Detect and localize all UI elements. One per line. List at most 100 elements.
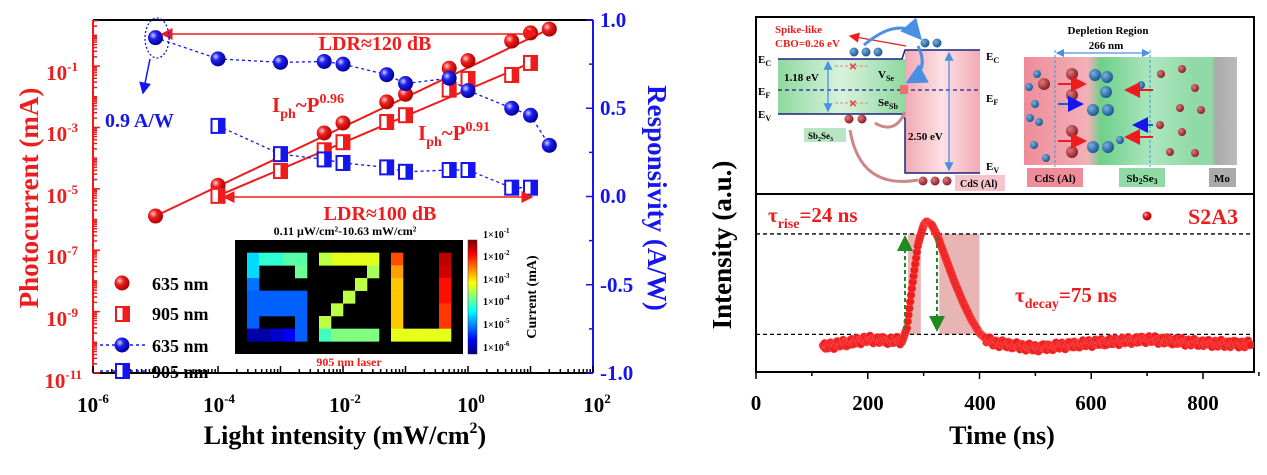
square-fill	[405, 108, 412, 123]
heatmap-cell	[355, 252, 368, 266]
data-point-half-square	[335, 134, 351, 151]
heatmap-cell	[367, 328, 380, 342]
data-point-circle	[441, 70, 457, 86]
electron-dot	[1116, 136, 1124, 144]
square-fill	[530, 180, 537, 195]
electron-dot	[1026, 114, 1034, 122]
heatmap-cell	[295, 316, 308, 329]
hole-dot	[1191, 149, 1199, 157]
data-point-circle	[541, 137, 557, 153]
square-fill	[449, 82, 456, 97]
electron-dot	[1100, 86, 1112, 98]
heatmap-cell	[391, 316, 404, 329]
x-tick-label: 800	[1187, 391, 1219, 415]
square-fill	[530, 55, 537, 70]
colorbar-tick-label: 1×10-1	[483, 227, 510, 241]
electrons	[849, 38, 942, 57]
y-right-axis-title: Responsivity (A/W)	[642, 85, 672, 311]
heatmap-cell	[391, 252, 404, 266]
spike-label: Spike-like	[775, 24, 822, 36]
cds-label: CdS (Al)	[960, 179, 998, 190]
legend-label: S2A3	[1188, 204, 1238, 229]
legend: 635 nm 905 nm 635 nm 905 nm	[100, 274, 209, 382]
colorbar-tick-label: 1×10-2	[483, 249, 510, 263]
x-tick-label: 10-6	[77, 391, 109, 417]
band-diagram: ✕ ✕ Spike-like CBO=0.26 eV EC EF EV EC E…	[758, 17, 1005, 191]
data-point-half-square	[210, 187, 226, 204]
inset-title: 0.11 μW/cm²-10.63 mW/cm²	[274, 224, 417, 238]
heatmap-cell	[391, 265, 404, 279]
heatmap-cell	[295, 290, 308, 304]
heatmap-cell	[247, 278, 260, 291]
heatmap-cell	[355, 328, 368, 342]
hole-dot	[1197, 106, 1205, 114]
hole-dot	[1066, 146, 1078, 158]
data-point-half-square	[460, 70, 476, 87]
heatmap-cell	[439, 278, 452, 291]
square-fill	[343, 135, 350, 150]
heatmap-cell	[367, 252, 380, 266]
electron-dot	[1089, 69, 1101, 81]
electron-dot	[1087, 141, 1099, 153]
heatmap-cell	[283, 252, 296, 266]
heatmap-cell	[427, 328, 440, 342]
electron-dot	[1102, 141, 1114, 153]
decay-time-label: τdecay=75 ns	[1015, 283, 1117, 312]
heatmap-cell	[331, 328, 344, 342]
data-point-half-square	[398, 163, 413, 180]
ev-label-left: EV	[758, 109, 771, 123]
responsivity-peak-label: 0.9 A/W	[105, 110, 174, 132]
y-left-tick-label: 10-5	[46, 182, 78, 208]
hole-dot	[1066, 125, 1078, 137]
data-point-half-square	[379, 159, 395, 176]
electron-dot	[1042, 154, 1050, 162]
depletion-title: Depletion Region	[1068, 25, 1149, 37]
heatmap-cell	[355, 278, 368, 291]
data-point	[1246, 340, 1254, 350]
electron-dot	[1025, 83, 1033, 91]
square-fill	[511, 180, 519, 195]
heatmap-cell	[271, 252, 284, 266]
data-point-half-square	[441, 162, 457, 179]
heatmap-cell	[295, 328, 308, 342]
x-tick-label: 0	[751, 391, 762, 415]
data-point-circle	[316, 125, 332, 141]
y-left-tick-label: 10-1	[46, 59, 78, 85]
heatmap-cell	[439, 265, 452, 279]
square-fill	[324, 152, 331, 167]
fit-line	[217, 62, 531, 197]
legend-label: 905 nm	[152, 362, 209, 382]
heatmap-cell	[259, 290, 272, 304]
heatmap-cell	[247, 265, 260, 279]
heatmap-cell	[391, 290, 404, 304]
heatmap-cell	[247, 316, 260, 329]
square-fill	[218, 118, 225, 133]
legend-marker-circle-blue	[114, 337, 130, 353]
holes	[844, 114, 952, 186]
colorbar-tick-label: 1×10-4	[483, 294, 510, 308]
electron-dot	[1031, 100, 1039, 108]
y-axis-title: Intensity (a.u.)	[707, 161, 737, 330]
heatmap-cell	[247, 328, 260, 342]
data-point-half-square	[335, 154, 351, 171]
mo-layer-label: Mo	[1214, 173, 1230, 185]
y-left-tick-label: 10-9	[46, 305, 78, 331]
heatmap-cell	[391, 278, 404, 291]
heatmap-cell	[319, 252, 332, 266]
sb2se3-layer-label: Sb2Se3	[1126, 173, 1157, 186]
data-point-circle	[335, 115, 351, 131]
x-tick-label: 10-2	[329, 391, 361, 417]
heatmap-cell	[331, 252, 344, 266]
time-response-chart: τrise=24 ns τdecay=75 ns S2A3 0 200 400 …	[707, 161, 1260, 450]
y-left-axis-title: Photocurrent (mA)	[14, 88, 44, 309]
x-tick-label: 102	[583, 391, 611, 417]
cds-gap-label: 2.50 eV	[908, 131, 943, 143]
data-point-circle	[523, 25, 538, 41]
legend-marker	[1142, 211, 1152, 221]
depletion-diagram: Depletion Region 266 nm CdS (Al) Sb2Se3 …	[1024, 25, 1237, 187]
heatmap-cell	[439, 290, 452, 304]
data-point-circle	[210, 51, 226, 67]
data-point-half-square	[210, 117, 226, 134]
hole-dot	[1066, 68, 1078, 80]
data-point-half-square	[523, 179, 538, 196]
